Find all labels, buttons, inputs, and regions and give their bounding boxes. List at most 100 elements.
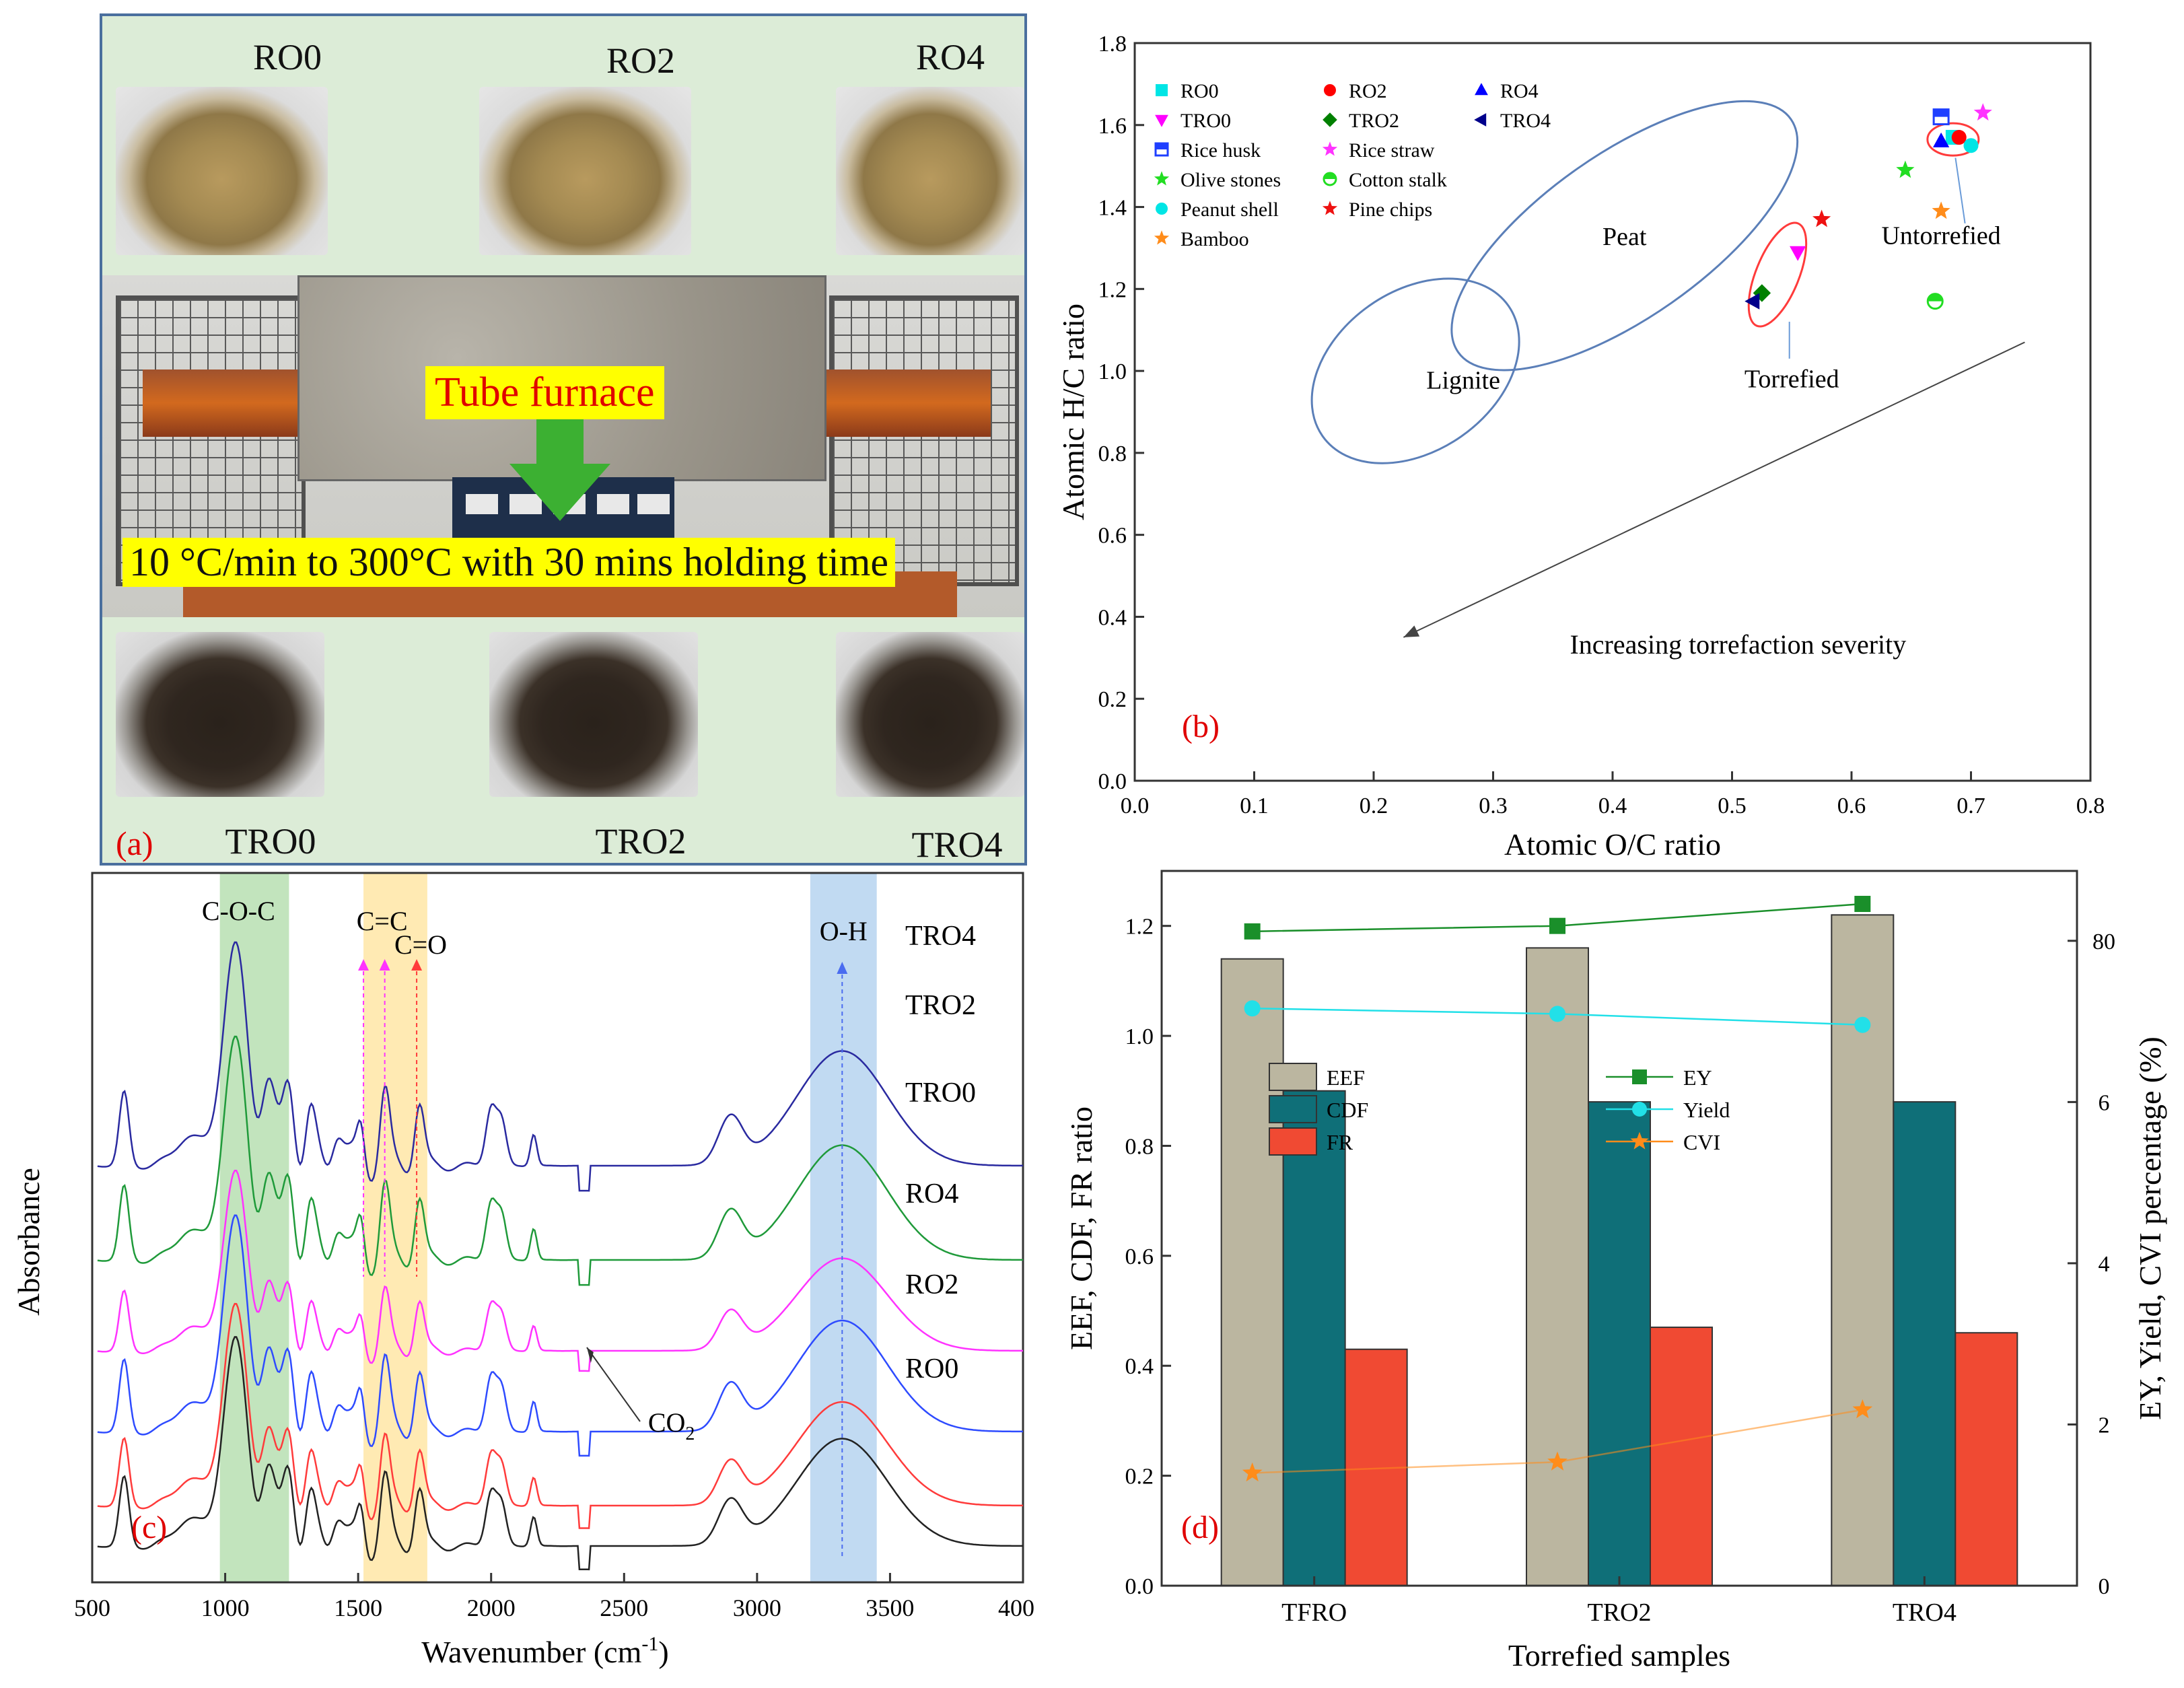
series-label-tro0: TRO0 [905, 1078, 976, 1109]
point-cvi-tro2 [1547, 1451, 1567, 1471]
legend-label-tro4: TRO4 [1500, 110, 1551, 132]
c-c-c-o-band [363, 873, 427, 1582]
co2-pointer [586, 1347, 641, 1422]
point-cotton-stalk-fill [1928, 293, 1943, 302]
y-tick-label: 0.2 [1125, 1465, 1154, 1489]
point-cvi-tfro [1242, 1462, 1263, 1482]
point-ey-tro4 [1854, 896, 1871, 913]
label-tro4: TRO4 [911, 824, 1003, 865]
o-h-band [810, 873, 877, 1582]
legend-marker-peanut-shell [1156, 203, 1168, 215]
legend-swatch-cdf [1269, 1095, 1317, 1123]
tro0-sample-photo [116, 632, 324, 797]
lignite-label: Lignite [1426, 366, 1500, 394]
x-axis-title: Atomic O/C ratio [1504, 827, 1721, 861]
co2-arrowhead [586, 1347, 594, 1363]
severity-arrowhead [1403, 625, 1420, 637]
plot-frame [1133, 42, 2092, 782]
y-tick-label: 0.8 [1098, 442, 1127, 466]
x-tick-label-tfro: TFRO [1281, 1598, 1347, 1627]
x-tick-label: 0.2 [1360, 794, 1388, 818]
label-tro0: TRO0 [225, 821, 316, 861]
legend-label-ro2: RO2 [1349, 80, 1387, 102]
y-tick-label: 1.0 [1098, 359, 1127, 384]
y-right-tick-label: 80 [2092, 929, 2115, 954]
bar-fr-tro2 [1650, 1327, 1713, 1586]
y-axis-title: Atomic H/C ratio [1056, 304, 1090, 520]
x-tick-label-tro4: TRO4 [1893, 1598, 1957, 1627]
co-label: C=O [394, 929, 447, 960]
legend-marker-olive-stones [1154, 171, 1170, 186]
spectrum-line-tro0 [97, 1170, 1024, 1372]
legend-label-ey: EY [1683, 1065, 1712, 1090]
c-o-c-band [219, 873, 289, 1582]
legend-label-tro0: TRO0 [1181, 110, 1231, 132]
legend-marker-tro0 [1155, 114, 1168, 127]
x-tick-label: 0.4 [1598, 794, 1627, 818]
x-tick-label: 0.8 [2076, 794, 2105, 818]
point-ey-tro2 [1549, 917, 1565, 934]
legend-marker-rice-straw [1322, 141, 1338, 156]
point-peanut-shell [1963, 138, 1979, 153]
panel-c-label: (c) [131, 1510, 167, 1545]
y-tick-label: 0.6 [1125, 1244, 1154, 1269]
point-tro4 [1745, 293, 1760, 310]
legend-marker-tro2 [1323, 112, 1337, 127]
y-right-tick-label: 2 [2099, 1413, 2110, 1438]
point-tro0 [1790, 246, 1806, 261]
band-peak-arrow-icon [411, 959, 423, 971]
y-tick-label: 0.0 [1098, 769, 1127, 794]
y-tick-label: 1.4 [1098, 196, 1127, 221]
legend-label-tro2: TRO2 [1349, 110, 1399, 132]
point-pine-chips [1812, 209, 1831, 227]
x-tick-label: 500 [74, 1594, 110, 1621]
legend-marker-ro4 [1475, 83, 1488, 96]
legend-marker-ey [1632, 1069, 1647, 1084]
y-tick-label: 0.0 [1125, 1574, 1154, 1599]
untorrefied-cluster-ellipse [1926, 122, 1980, 157]
tro2-sample-photo [489, 632, 698, 797]
chart-c-ftir: 500 1000 1500 2000 2500 3000 3500 400 TRO4 TRO2 T… [11, 872, 1034, 1669]
point-yield-tro4 [1854, 1016, 1871, 1033]
x-tick-label: 0.6 [1837, 794, 1866, 818]
legend-label-cdf: CDF [1327, 1098, 1368, 1122]
x-tick-label: 400 [998, 1594, 1034, 1621]
co2-label: CO2 [648, 1407, 695, 1444]
bar-eef-tfro [1220, 958, 1284, 1586]
point-rice-husk [1932, 108, 1950, 126]
point-ey-tfro [1244, 923, 1261, 940]
bar-cdf-tfro [1282, 1090, 1346, 1586]
spectrum-line-ro0 [97, 1336, 1023, 1571]
y-tick-label: 0.6 [1098, 524, 1127, 549]
x-tick-label: 0.0 [1121, 794, 1150, 818]
tube-furnace-banner: Tube furnace [425, 366, 664, 419]
legend-marker-bamboo [1154, 230, 1170, 245]
legend-marker-ro0 [1156, 84, 1168, 96]
y-tick-label: 1.6 [1098, 114, 1127, 139]
legend-label-ro0: RO0 [1181, 80, 1219, 102]
right-tube [816, 370, 991, 437]
torrefied-cluster-ellipse [1747, 221, 1808, 328]
oh-label: O-H [820, 916, 868, 946]
legend-label-eef: EEF [1327, 1065, 1365, 1090]
x-tick-label: 1500 [334, 1594, 382, 1621]
x-tick-label: 0.5 [1718, 794, 1747, 818]
legend-label-ro4: RO4 [1500, 80, 1539, 102]
bar-cdf-tro4 [1893, 1101, 1957, 1587]
legend-label-olive-stones: Olive stones [1181, 169, 1281, 191]
x-axis-title: Wavenumber (cm-1) [421, 1633, 668, 1669]
bar-cdf-tro2 [1588, 1101, 1651, 1587]
x-tick-label: 3000 [733, 1594, 781, 1621]
peat-region [1450, 100, 1799, 372]
point-cotton-stalk [1926, 293, 1944, 310]
label-ro2: RO2 [606, 40, 675, 81]
co2-subscript: 2 [685, 1423, 695, 1444]
y-right-tick-label: 6 [2099, 1090, 2110, 1115]
point-ro4 [1933, 132, 1950, 147]
left-safety-cage [116, 295, 306, 586]
legend-label-rice-husk: Rice husk [1181, 139, 1261, 162]
x-tick-label: 0.3 [1479, 794, 1508, 818]
x-tick-label: 1000 [201, 1594, 250, 1621]
down-arrow-icon [509, 410, 610, 521]
